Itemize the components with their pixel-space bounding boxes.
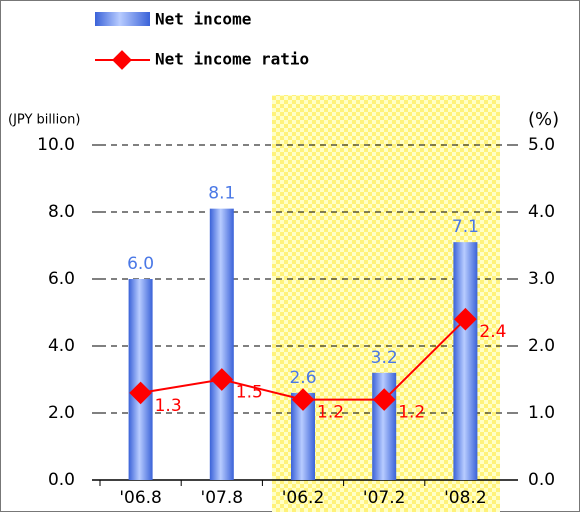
- legend-label: Net income ratio: [155, 50, 309, 69]
- ratio-label: 2.4: [479, 322, 506, 342]
- bar-label: 6.0: [127, 254, 154, 274]
- ratio-label: 1.2: [317, 403, 344, 423]
- bar: [209, 208, 234, 480]
- y2-tick-label: 3.0: [528, 269, 555, 289]
- x-tick-label: '07.2: [363, 488, 406, 508]
- y2-tick-label: 2.0: [528, 336, 555, 356]
- x-tick-label: '06.8: [119, 488, 162, 508]
- ratio-label: 1.3: [155, 396, 182, 416]
- x-tick-label: '06.2: [282, 488, 325, 508]
- ratio-marker: [291, 388, 315, 411]
- bar: [128, 279, 153, 480]
- y-tick-label: 0.0: [48, 470, 75, 490]
- y-tick-label: 10.0: [37, 135, 75, 155]
- y2-tick-label: 1.0: [528, 403, 555, 423]
- y-tick-label: 6.0: [48, 269, 75, 289]
- y-tick-label: 2.0: [48, 403, 75, 423]
- ratio-label: 1.2: [398, 403, 425, 423]
- y2-tick-label: 4.0: [528, 202, 555, 222]
- y2-axis-title: (%): [528, 109, 559, 130]
- ratio-marker: [454, 307, 477, 331]
- bar: [453, 242, 478, 480]
- ratio-label: 1.5: [236, 383, 263, 403]
- y2-tick-label: 0.0: [528, 470, 555, 490]
- y-axis-title: (JPY billion): [8, 113, 81, 128]
- y-tick-label: 8.0: [48, 202, 75, 222]
- ratio-marker: [372, 388, 396, 411]
- y-tick-label: 4.0: [48, 336, 75, 356]
- legend-label: Net income: [155, 10, 251, 29]
- bar-label: 8.1: [208, 184, 235, 204]
- bar-label: 3.2: [371, 348, 398, 368]
- x-tick-label: '07.8: [201, 488, 244, 508]
- legend-swatch: [95, 12, 150, 26]
- bar-label: 7.1: [452, 217, 479, 237]
- x-tick-label: '08.2: [444, 488, 487, 508]
- legend-marker: [112, 50, 132, 70]
- bar-label: 2.6: [289, 368, 316, 388]
- y2-tick-label: 5.0: [528, 135, 555, 155]
